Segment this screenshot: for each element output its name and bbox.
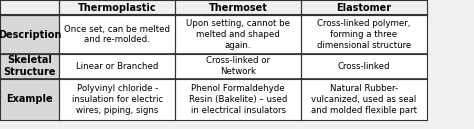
Bar bbox=[0, 0, 59, 15]
Bar bbox=[0, 79, 59, 120]
Text: Phenol Formaldehyde
Resin (Bakelite) – used
in electrical insulators: Phenol Formaldehyde Resin (Bakelite) – u… bbox=[189, 84, 287, 115]
Text: Upon setting, cannot be
melted and shaped
again.: Upon setting, cannot be melted and shape… bbox=[186, 19, 290, 50]
Text: Polyvinyl chloride -
insulation for electric
wires, piping, signs: Polyvinyl chloride - insulation for elec… bbox=[72, 84, 163, 115]
Bar bbox=[175, 15, 301, 54]
Text: Thermoset: Thermoset bbox=[209, 3, 268, 13]
Text: Example: Example bbox=[6, 94, 53, 104]
Bar bbox=[175, 79, 301, 120]
Bar bbox=[301, 0, 427, 15]
Bar bbox=[0, 54, 59, 79]
Text: Description: Description bbox=[0, 30, 61, 39]
Text: Cross-linked or
Network: Cross-linked or Network bbox=[206, 56, 270, 76]
Text: Cross-linked polymer,
forming a three
dimensional structure: Cross-linked polymer, forming a three di… bbox=[317, 19, 411, 50]
Bar bbox=[59, 15, 175, 54]
Bar bbox=[175, 54, 301, 79]
Text: Skeletal
Structure: Skeletal Structure bbox=[3, 55, 56, 77]
Bar bbox=[59, 54, 175, 79]
Bar bbox=[0, 15, 59, 54]
Text: Thermoplastic: Thermoplastic bbox=[78, 3, 156, 13]
Bar bbox=[301, 79, 427, 120]
Text: Natural Rubber-
vulcanized, used as seal
and molded flexible part: Natural Rubber- vulcanized, used as seal… bbox=[311, 84, 417, 115]
Bar bbox=[59, 79, 175, 120]
Text: Cross-linked: Cross-linked bbox=[337, 62, 390, 71]
Bar bbox=[301, 54, 427, 79]
Text: Elastomer: Elastomer bbox=[336, 3, 392, 13]
Bar bbox=[175, 0, 301, 15]
Bar bbox=[301, 15, 427, 54]
Bar bbox=[59, 0, 175, 15]
Text: Linear or Branched: Linear or Branched bbox=[76, 62, 158, 71]
Text: Once set, can be melted
and re-molded.: Once set, can be melted and re-molded. bbox=[64, 25, 170, 44]
